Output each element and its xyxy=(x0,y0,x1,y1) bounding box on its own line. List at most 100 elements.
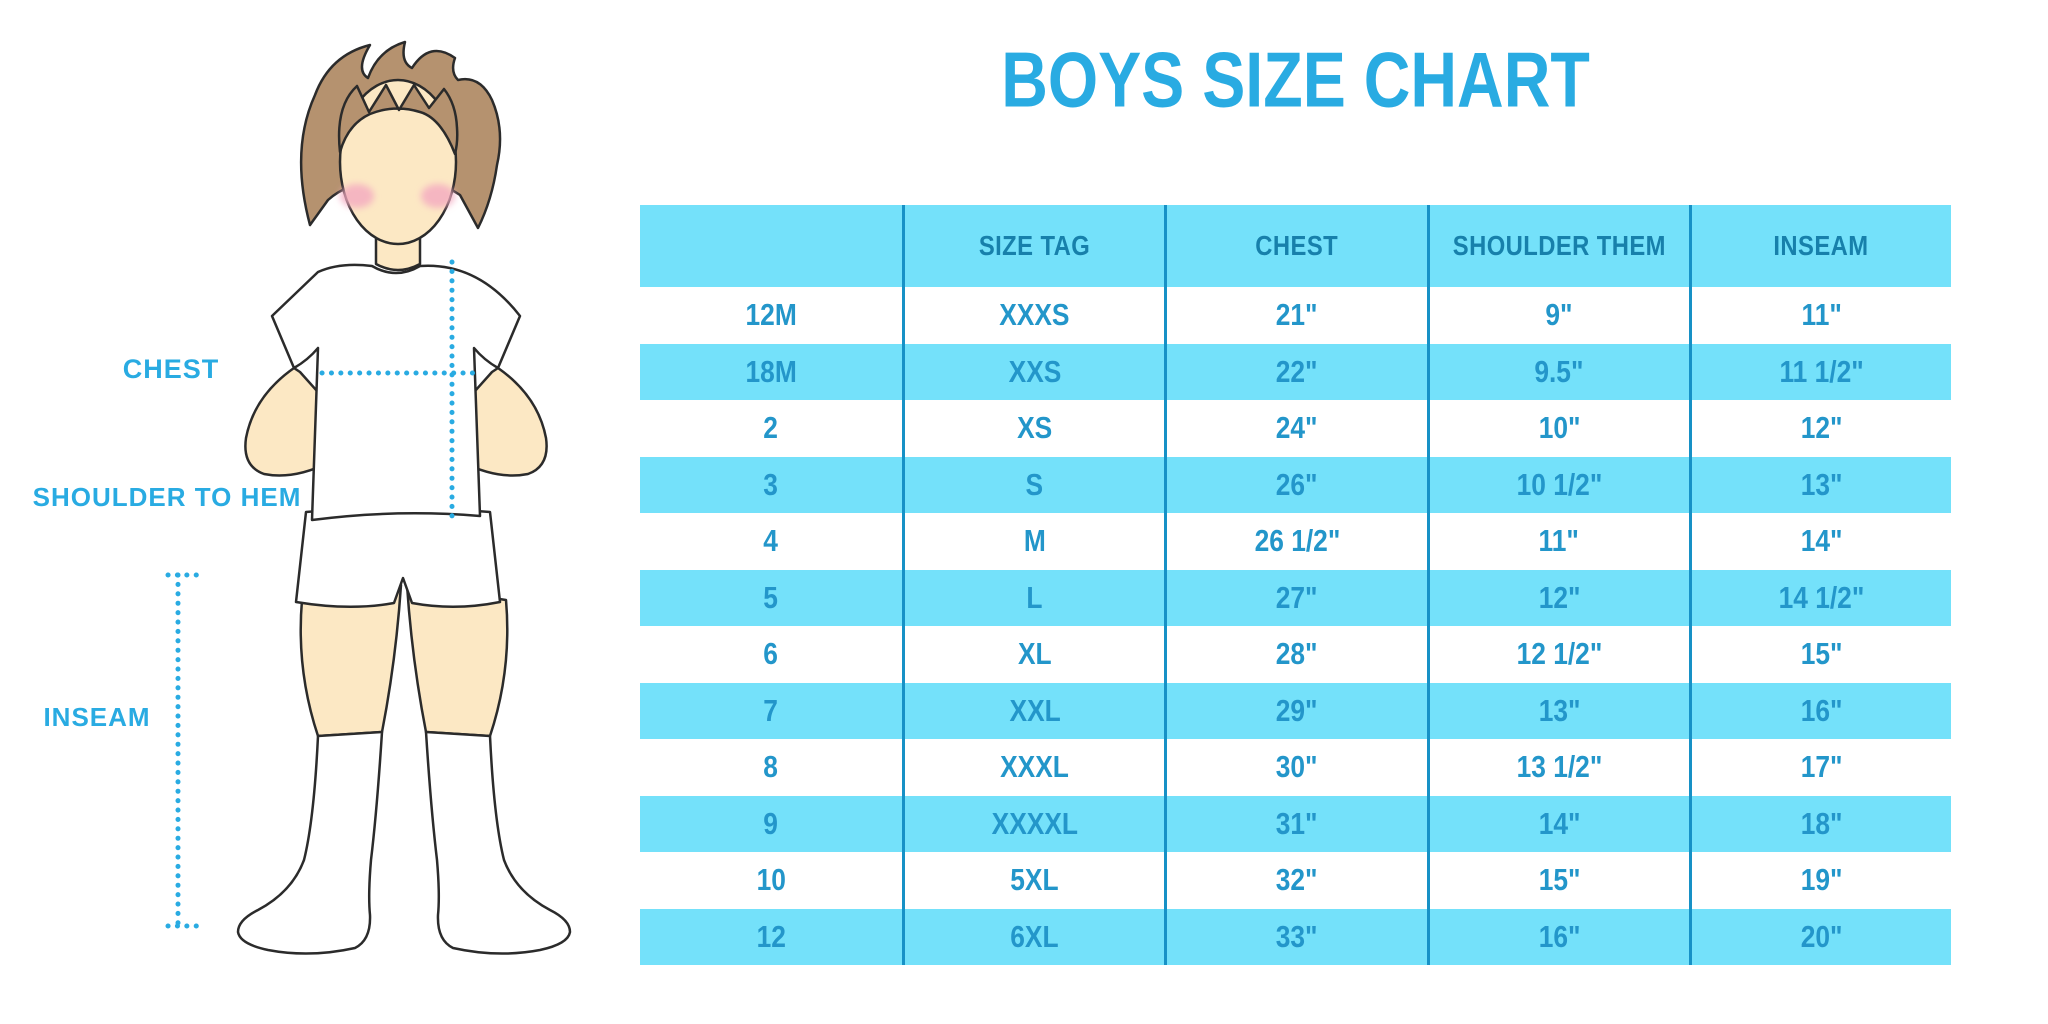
chest-label: CHEST xyxy=(122,354,220,384)
table-cell-text: 14" xyxy=(1800,523,1843,559)
table-cell: 28" xyxy=(1164,626,1426,683)
table-cell-text: 17" xyxy=(1800,749,1843,785)
table-cell: 3 xyxy=(640,457,902,514)
table-cell-text: 9" xyxy=(1545,297,1573,333)
table-cell: 15" xyxy=(1688,626,1951,683)
table-cell-text: 15" xyxy=(1800,636,1843,672)
table-header-cell: INSEAM xyxy=(1688,205,1951,287)
table-cell-text: XXXS xyxy=(999,297,1070,333)
table-cell-text: XXS xyxy=(1008,353,1062,389)
table-cell: 29" xyxy=(1164,682,1426,739)
table-header-cell-text: INSEAM xyxy=(1773,230,1869,261)
table-cell: 26" xyxy=(1164,456,1426,513)
table-cell-text: 32" xyxy=(1276,862,1318,898)
table-cell-text: 24" xyxy=(1276,410,1318,446)
table-cell-text: 31" xyxy=(1276,805,1318,841)
table-cell-text: 8 xyxy=(763,749,779,785)
table-cell-text: XXXL xyxy=(1000,749,1070,785)
table-cell-text: 6XL xyxy=(1010,918,1059,954)
table-cell: 5 xyxy=(640,570,902,627)
table-cell-text: 28" xyxy=(1276,636,1318,672)
table-cell: 11" xyxy=(1688,287,1951,344)
table-cell-text: 26 1/2" xyxy=(1254,523,1340,559)
page-title: BOYS SIZE CHART xyxy=(1001,37,1590,124)
table-cell: XXXL xyxy=(902,739,1164,796)
table-cell: 19" xyxy=(1688,852,1951,909)
table-row: 6 XL 28" 12 1/2" 15" xyxy=(640,626,1951,683)
table-cell-text: 11 1/2" xyxy=(1779,353,1864,389)
shorts xyxy=(294,506,502,608)
table-cell-text: 22" xyxy=(1276,353,1318,389)
table-cell: XXL xyxy=(902,682,1164,739)
table-cell-text: 27" xyxy=(1276,579,1318,615)
table-cell-text: 9.5" xyxy=(1534,353,1584,389)
table-cell-text: L xyxy=(1026,579,1043,615)
table-cell-text: 12 1/2" xyxy=(1516,636,1603,672)
table-cell-text: 14 1/2" xyxy=(1778,579,1865,615)
table-cell-text: 5XL xyxy=(1010,862,1059,898)
table-cell-text: 12M xyxy=(745,297,797,333)
table-cell-text: 29" xyxy=(1276,692,1318,728)
table-cell: 27" xyxy=(1164,569,1426,626)
table-cell: 22" xyxy=(1164,343,1426,400)
table-cell: 16" xyxy=(1426,908,1689,965)
boy-illustration xyxy=(165,40,572,955)
table-header-cell: SHOULDER THEM xyxy=(1426,205,1689,287)
table-cell: 15" xyxy=(1426,852,1689,909)
table-cell-text: 13" xyxy=(1800,466,1843,502)
table-cell: 21" xyxy=(1164,287,1426,344)
table-cell: 13" xyxy=(1426,682,1689,739)
table-cell: 12 1/2" xyxy=(1426,626,1689,683)
table-cell-text: 5 xyxy=(763,579,779,615)
table-cell-text: 7 xyxy=(763,692,779,728)
table-row: 2 XS 24" 10" 12" xyxy=(640,400,1951,457)
table-cell: 14 1/2" xyxy=(1688,569,1951,626)
table-cell-text: XL xyxy=(1017,636,1052,672)
table-row: 4 M 26 1/2" 11" 14" xyxy=(640,513,1951,570)
cheeks xyxy=(340,184,455,208)
table-row: 10 5XL 32" 15" 19" xyxy=(640,852,1951,909)
table-cell: 8 xyxy=(640,739,902,796)
table-cell: 5XL xyxy=(902,852,1164,909)
hair-fringe xyxy=(337,83,459,156)
table-cell: 12" xyxy=(1688,400,1951,457)
table-cell-text: 12" xyxy=(1800,410,1843,446)
table-row: 3 S 26" 10 1/2" 13" xyxy=(640,456,1951,514)
table-header-row: SIZE TAG CHEST SHOULDER THEM INSEAM xyxy=(640,205,1951,287)
table-cell: 12 xyxy=(640,909,902,966)
table-cell: XL xyxy=(902,626,1164,683)
table-cell: 13" xyxy=(1688,456,1951,513)
table-cell: 10" xyxy=(1426,400,1689,457)
table-cell-text: 16" xyxy=(1538,918,1581,954)
table-cell-text: 10 xyxy=(756,862,786,898)
table-cell-text: 11" xyxy=(1801,297,1842,333)
table-cell: 31" xyxy=(1164,795,1426,852)
table-cell: 9.5" xyxy=(1426,343,1689,400)
table-cell: 9 xyxy=(640,796,902,853)
table-cell: 12" xyxy=(1426,569,1689,626)
table-header-cell-text: CHEST xyxy=(1255,230,1339,261)
right-sock xyxy=(424,730,572,955)
table-cell-text: 10 1/2" xyxy=(1516,466,1603,502)
table-cell-text: 30" xyxy=(1276,749,1318,785)
table-cell-text: XXL xyxy=(1009,692,1061,728)
table-cell: 4 xyxy=(640,513,902,570)
shoulder-to-hem-label: SHOULDER TO HEM xyxy=(32,482,302,512)
table-cell-text: 9 xyxy=(763,805,779,841)
table-cell: 7 xyxy=(640,683,902,740)
table-header-cell-text: SIZE TAG xyxy=(979,230,1091,261)
table-cell: 6 xyxy=(640,626,902,683)
table-cell: 11" xyxy=(1426,513,1689,570)
table-cell-text: 16" xyxy=(1800,692,1843,728)
table-cell-text: 14" xyxy=(1538,805,1581,841)
table-cell-text: S xyxy=(1025,466,1044,502)
table-cell-text: 13 1/2" xyxy=(1516,749,1603,785)
table-header-cell-text: SHOULDER THEM xyxy=(1452,230,1666,261)
table-cell: XXXXL xyxy=(902,795,1164,852)
table-cell: 2 xyxy=(640,400,902,457)
table-cell: 16" xyxy=(1688,682,1951,739)
table-cell-text: 13" xyxy=(1538,692,1581,728)
table-cell-text: 33" xyxy=(1276,918,1318,954)
table-cell: 13 1/2" xyxy=(1426,739,1689,796)
